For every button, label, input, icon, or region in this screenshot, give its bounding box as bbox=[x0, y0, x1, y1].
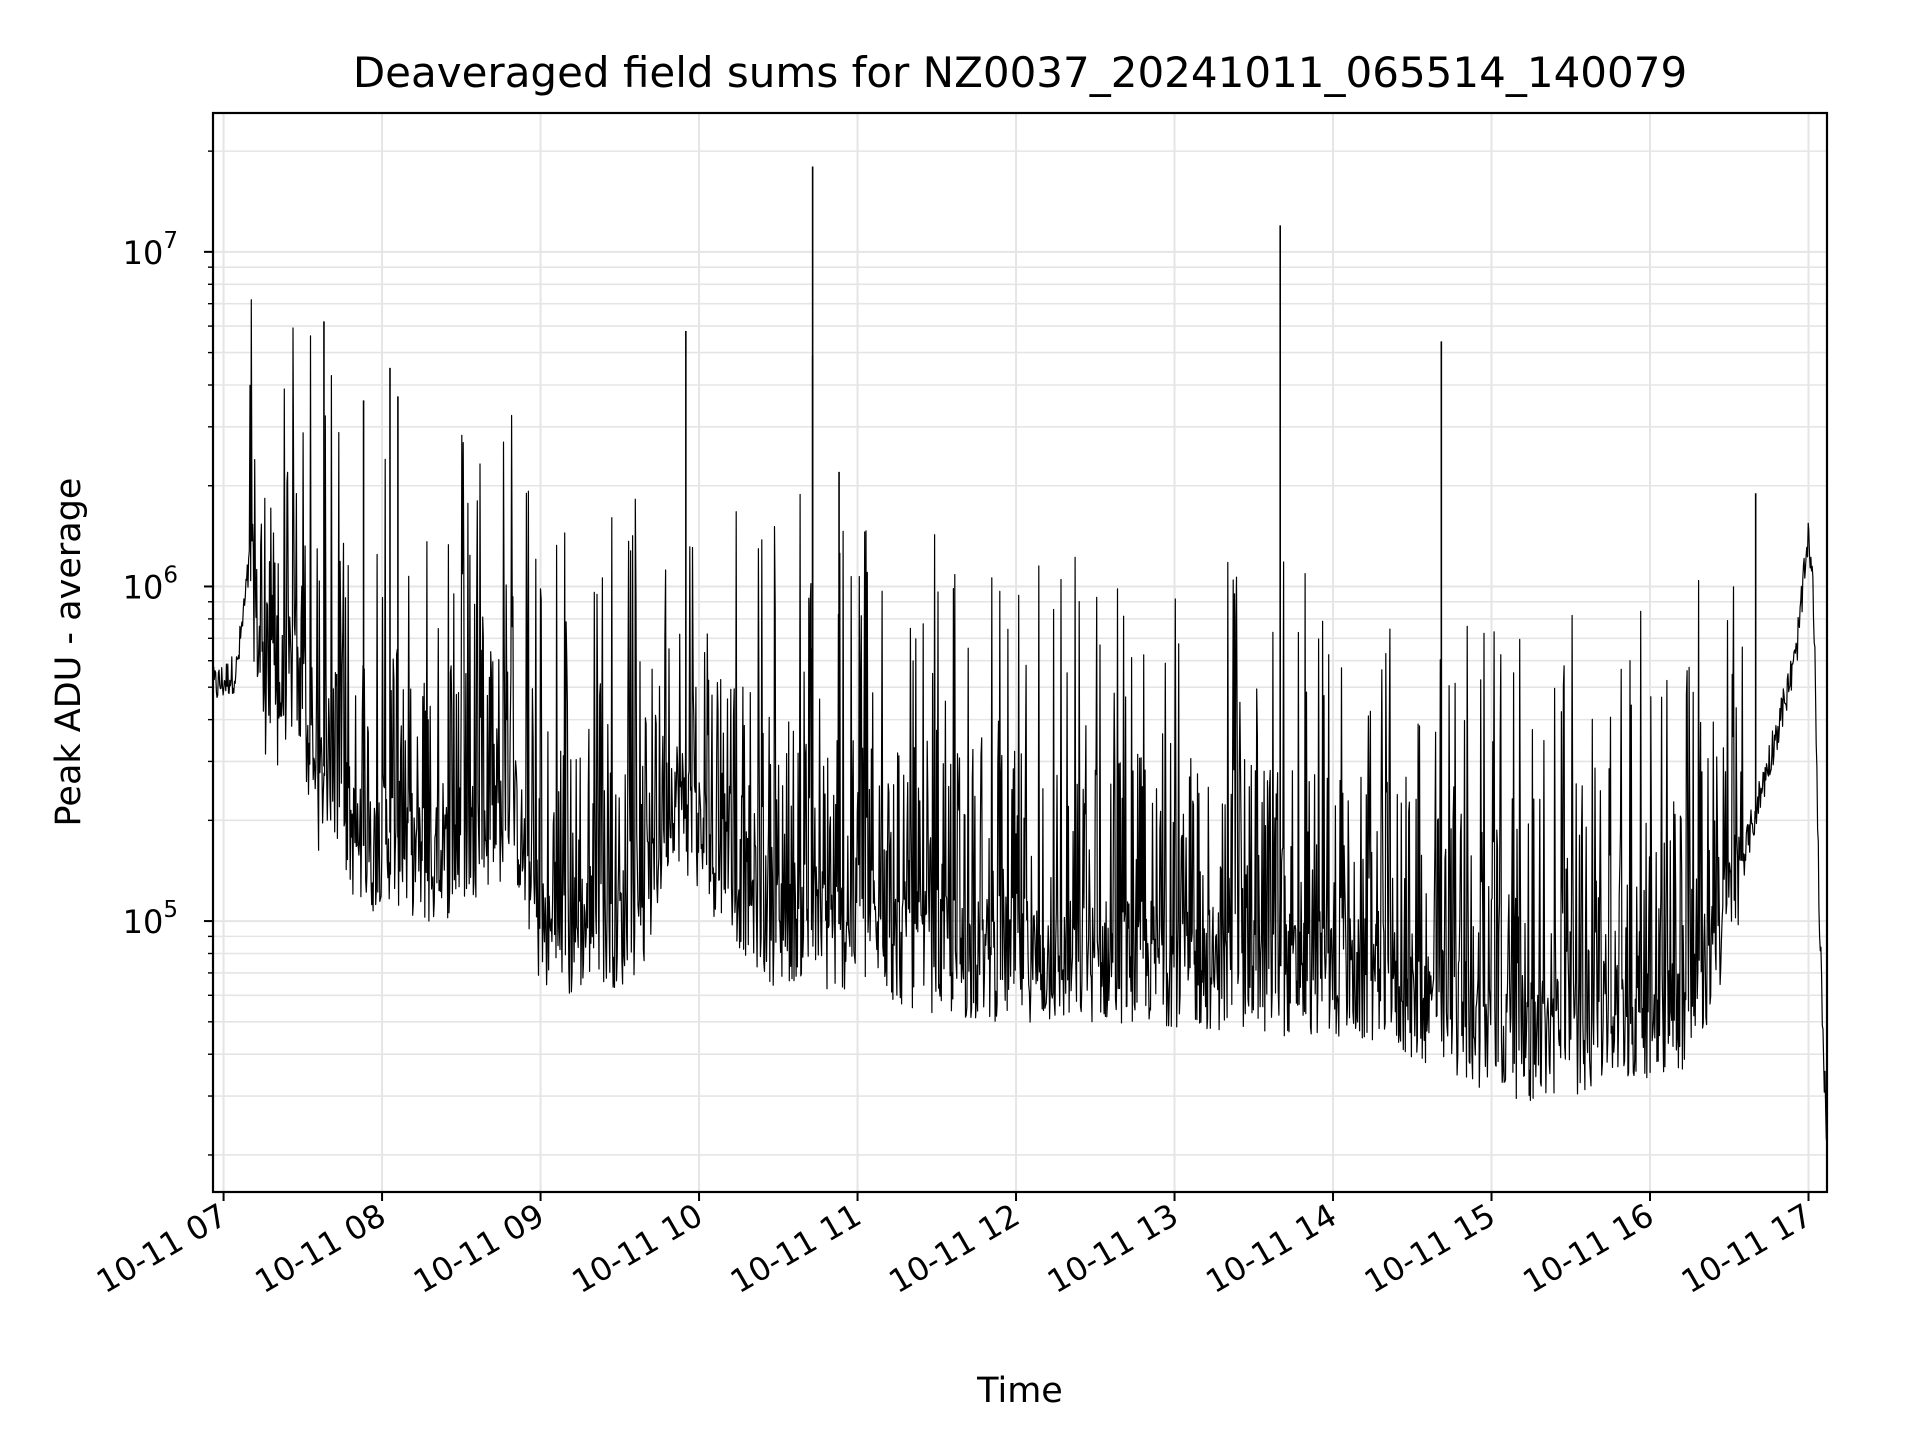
y-tick-label: 106 bbox=[123, 562, 178, 606]
chart-title: Deaveraged field sums for NZ0037_2024101… bbox=[353, 48, 1687, 97]
x-axis-label: Time bbox=[976, 1371, 1063, 1411]
plot-series bbox=[212, 166, 1828, 1141]
series-line bbox=[212, 299, 1828, 1141]
plot-frame bbox=[211, 111, 1829, 1194]
y-tick-label: 105 bbox=[123, 897, 178, 941]
y-tick-label: 107 bbox=[123, 228, 178, 272]
grid bbox=[213, 113, 1827, 1192]
y-axis-label: Peak ADU - average bbox=[49, 478, 89, 827]
